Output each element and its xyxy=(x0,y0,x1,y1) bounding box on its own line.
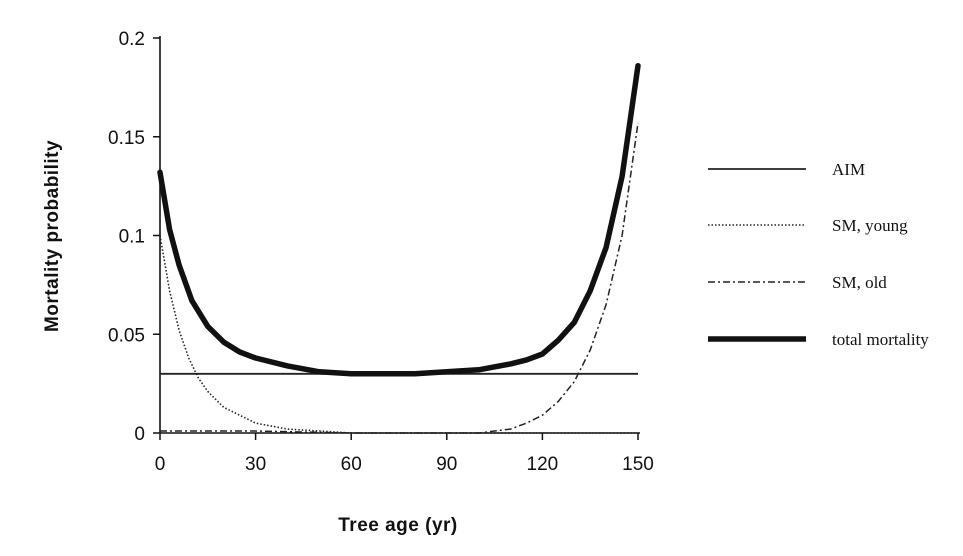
x-tick-label: 30 xyxy=(245,454,266,475)
axes: 0 30 60 90 120 150 0 0.05 0.1 0.15 0.2 xyxy=(108,29,654,475)
series-line-total-mortality xyxy=(157,62,641,377)
y-tick-label: 0.05 xyxy=(108,325,145,346)
x-axis-title: Tree age (yr) xyxy=(338,515,458,536)
legend-label: total mortality xyxy=(832,330,929,349)
y-tick-label: 0.2 xyxy=(119,29,145,50)
x-tick-label: 0 xyxy=(155,454,166,475)
legend-label: SM, old xyxy=(832,273,887,292)
y-tick-label: 0 xyxy=(134,424,145,445)
x-tick-label: 90 xyxy=(436,454,457,475)
series-line-sm-young xyxy=(159,235,638,434)
series-lines xyxy=(157,62,641,434)
x-tick-label: 120 xyxy=(527,454,559,475)
legend: AIM SM, young SM, old total mortality xyxy=(708,160,929,349)
y-tick-label: 0.1 xyxy=(119,227,145,248)
series-line-sm-old xyxy=(160,122,639,434)
y-axis-title: Mortality probability xyxy=(42,140,63,332)
legend-label: AIM xyxy=(832,160,865,179)
legend-label: SM, young xyxy=(832,216,908,235)
y-tick-label: 0.15 xyxy=(108,128,145,149)
x-tick-label: 150 xyxy=(622,454,654,475)
x-tick-label: 60 xyxy=(341,454,362,475)
